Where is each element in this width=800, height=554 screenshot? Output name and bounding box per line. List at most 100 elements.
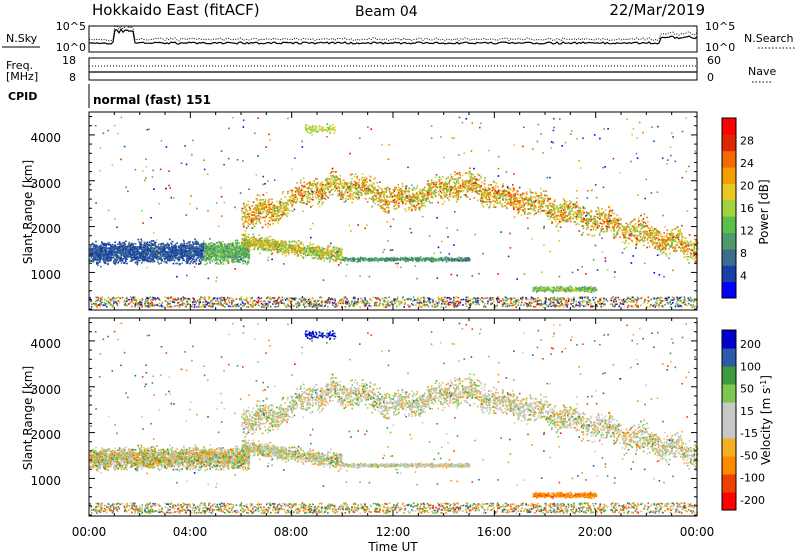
power-point <box>224 245 227 248</box>
power-point <box>117 256 119 258</box>
power-point <box>644 237 646 240</box>
power-point <box>427 195 429 197</box>
power-point <box>174 243 177 246</box>
power-point <box>120 259 122 262</box>
power-point <box>680 247 682 250</box>
power-point <box>96 259 98 261</box>
power-point <box>242 260 244 263</box>
power-point <box>259 201 261 203</box>
power-point <box>100 251 102 253</box>
power-point <box>177 245 180 247</box>
power-point <box>143 253 146 255</box>
power-point <box>213 247 215 249</box>
power-point <box>197 257 200 259</box>
power-point <box>155 254 158 257</box>
power-point <box>531 192 534 194</box>
power-point <box>214 255 216 257</box>
power-point <box>156 257 158 260</box>
power-point <box>176 249 178 251</box>
power-point <box>592 216 595 218</box>
power-point <box>120 262 123 264</box>
power-point <box>231 243 233 245</box>
power-point <box>592 222 594 224</box>
power-point <box>641 224 644 226</box>
power-point <box>244 215 247 218</box>
power-point <box>230 256 232 259</box>
power-point <box>227 250 229 252</box>
power-point <box>136 261 139 263</box>
power-point <box>569 200 571 202</box>
power-point <box>144 249 147 251</box>
power-point <box>347 198 350 200</box>
power-point <box>94 257 96 260</box>
power-point <box>153 247 155 250</box>
power-point <box>98 253 101 255</box>
power-point <box>239 256 242 259</box>
power-point <box>190 246 193 248</box>
power-point <box>121 260 124 262</box>
power-point <box>647 221 649 223</box>
power-point <box>152 257 155 259</box>
power-point <box>353 175 356 178</box>
power-point <box>519 194 522 196</box>
power-point <box>151 250 153 252</box>
power-point <box>190 252 193 254</box>
power-point <box>152 259 155 261</box>
power-scatter-data <box>89 116 699 308</box>
power-point <box>151 246 154 249</box>
power-point <box>522 198 525 200</box>
power-point <box>118 257 120 259</box>
power-point <box>195 245 198 248</box>
power-point <box>376 200 379 203</box>
power-point <box>408 207 410 209</box>
power-point <box>205 243 207 246</box>
power-point <box>463 194 466 196</box>
nave-tick-top: 60 <box>707 54 721 67</box>
power-point <box>151 256 154 259</box>
power-point <box>412 204 414 207</box>
power-point <box>121 251 123 254</box>
power-point <box>96 257 99 260</box>
power-point <box>167 246 169 248</box>
power-point <box>161 254 163 256</box>
power-point <box>186 256 189 258</box>
power-point <box>424 186 426 189</box>
power-point <box>159 257 161 260</box>
power-point <box>142 246 144 248</box>
power-point <box>592 228 595 231</box>
power-point <box>242 245 245 247</box>
power-point <box>362 190 365 193</box>
power-point <box>572 217 574 220</box>
power-point <box>241 248 244 251</box>
power-point <box>227 262 230 265</box>
power-point <box>557 223 559 225</box>
power-point <box>220 251 223 254</box>
power-point <box>155 252 157 254</box>
power-point <box>213 249 216 251</box>
power-point <box>206 258 208 260</box>
power-point <box>142 251 145 253</box>
power-point <box>198 259 201 262</box>
power-point <box>154 244 157 247</box>
power-point <box>313 182 315 185</box>
power-point <box>203 255 206 257</box>
power-point <box>446 194 448 196</box>
power-point <box>386 206 388 208</box>
power-point <box>294 198 296 200</box>
power-point <box>351 173 353 176</box>
power-point <box>238 245 240 247</box>
power-point <box>242 259 245 262</box>
power-point <box>216 251 219 254</box>
power-point <box>117 260 120 263</box>
power-point <box>587 223 589 226</box>
power-point <box>153 254 156 257</box>
power-point <box>115 258 118 261</box>
power-point <box>381 188 383 190</box>
power-point <box>111 257 113 259</box>
power-point <box>107 253 110 256</box>
power-point <box>646 224 649 227</box>
power-point <box>208 254 210 257</box>
power-point <box>222 254 225 256</box>
power-point <box>150 250 152 253</box>
power-point <box>238 255 241 257</box>
